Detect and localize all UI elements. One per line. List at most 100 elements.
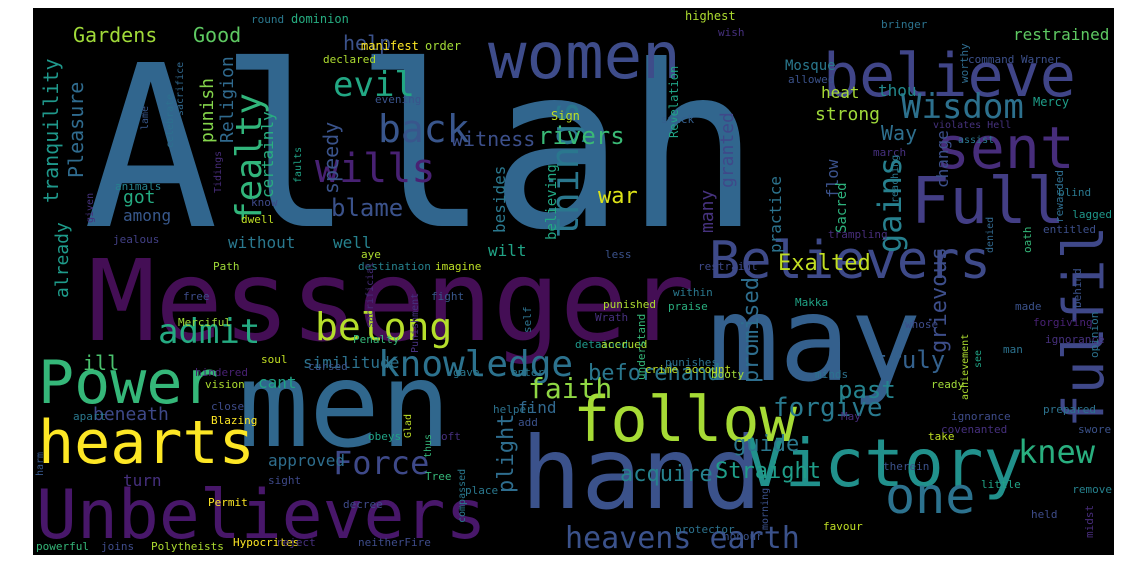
word: got <box>123 187 156 208</box>
word: reject <box>276 536 316 549</box>
word: joins <box>101 540 134 553</box>
word: imagine <box>435 260 481 273</box>
word: certainly <box>258 111 277 198</box>
word: covenanted <box>941 423 1007 436</box>
word: add <box>518 416 538 429</box>
word: ignorance <box>1045 333 1105 346</box>
word: without <box>228 233 295 252</box>
word: Unbelievers <box>36 476 486 555</box>
word: place <box>465 484 498 497</box>
word: whose <box>905 318 938 331</box>
word: faith <box>528 372 612 405</box>
word: cursed <box>308 360 348 373</box>
word: granted <box>717 112 738 188</box>
word: turn <box>123 471 162 490</box>
word: allowed <box>788 73 834 86</box>
word: Punishment <box>410 293 421 353</box>
word: stick <box>661 113 694 126</box>
word: tranquillity <box>39 59 63 204</box>
word: blind <box>1058 186 1091 199</box>
word: given <box>85 193 96 223</box>
word: Exalted <box>778 251 871 276</box>
word: Good <box>193 23 241 47</box>
word: helper <box>493 403 533 416</box>
word: among <box>123 206 171 225</box>
word: apart <box>73 410 106 423</box>
word: punishes <box>665 356 718 369</box>
word: wilt <box>488 241 527 260</box>
word: entitled <box>1043 223 1096 236</box>
word: wish <box>718 26 745 39</box>
word: forgive <box>773 393 883 423</box>
word: Allah <box>83 18 760 280</box>
word: lagged <box>1072 208 1112 221</box>
word: praise <box>668 300 708 313</box>
word: dwell <box>241 213 274 226</box>
word: Tidings <box>213 151 224 193</box>
word: Wrath <box>595 311 628 324</box>
word: Mosque <box>785 58 836 74</box>
word: faults <box>293 147 304 183</box>
word: practice <box>766 176 785 253</box>
word: held <box>1031 508 1058 521</box>
word: back <box>378 107 470 151</box>
word: enter <box>511 366 544 379</box>
word-cloud: Allah Messenger may men hand Unbelievers… <box>33 8 1114 555</box>
word: knew <box>1018 433 1096 471</box>
word: crime account <box>645 363 731 376</box>
word: less <box>605 248 632 261</box>
word: promised <box>739 277 764 383</box>
word: Straight <box>715 459 821 484</box>
word: dominion <box>291 12 349 26</box>
word: bringer <box>881 18 928 31</box>
word: thou <box>878 81 917 100</box>
word: oath <box>1021 227 1034 254</box>
word: speedy <box>319 122 343 194</box>
word: admit <box>158 312 260 352</box>
word: Path <box>213 260 240 273</box>
word: soul <box>261 353 288 366</box>
word: may <box>708 270 921 408</box>
word: denied <box>985 217 996 253</box>
word: honour <box>723 530 763 543</box>
word: believing <box>544 164 560 240</box>
word: take <box>928 430 955 443</box>
word: Religion <box>217 56 238 143</box>
word: know <box>251 196 278 209</box>
word: jealous <box>113 233 159 246</box>
word: celebrate <box>165 94 176 148</box>
word: women <box>488 20 681 94</box>
word: fealty <box>229 93 270 223</box>
word: Gardens <box>73 23 157 47</box>
word: lame <box>140 106 151 130</box>
word: acquire <box>620 462 713 487</box>
word: punished <box>603 298 656 311</box>
word: see <box>973 350 984 368</box>
word: Hypocrites <box>233 536 299 549</box>
word: neitherFire <box>358 536 431 549</box>
word: thus <box>423 434 434 458</box>
word: Revelation <box>667 66 681 138</box>
word: man <box>1003 343 1023 356</box>
word: forgiving <box>1033 316 1093 329</box>
word: well <box>333 233 372 252</box>
word: many <box>697 189 718 233</box>
word: knowledge <box>378 344 573 385</box>
word: truly <box>873 346 945 374</box>
word: favour <box>823 520 863 533</box>
word: assist <box>958 135 994 146</box>
word: worthy <box>958 43 971 83</box>
word: May <box>841 410 861 423</box>
word: Force <box>333 444 429 482</box>
word: restrained <box>1013 25 1109 44</box>
word: Polytheists <box>151 540 224 553</box>
word: strong <box>815 104 880 125</box>
word: decree <box>343 498 383 511</box>
word: made <box>1015 300 1042 313</box>
word: obeys <box>368 430 401 443</box>
word: flow <box>823 159 842 198</box>
word: punish <box>197 78 218 143</box>
word: highest <box>685 9 736 23</box>
word: powerful <box>36 540 89 553</box>
word: vision <box>205 378 245 391</box>
